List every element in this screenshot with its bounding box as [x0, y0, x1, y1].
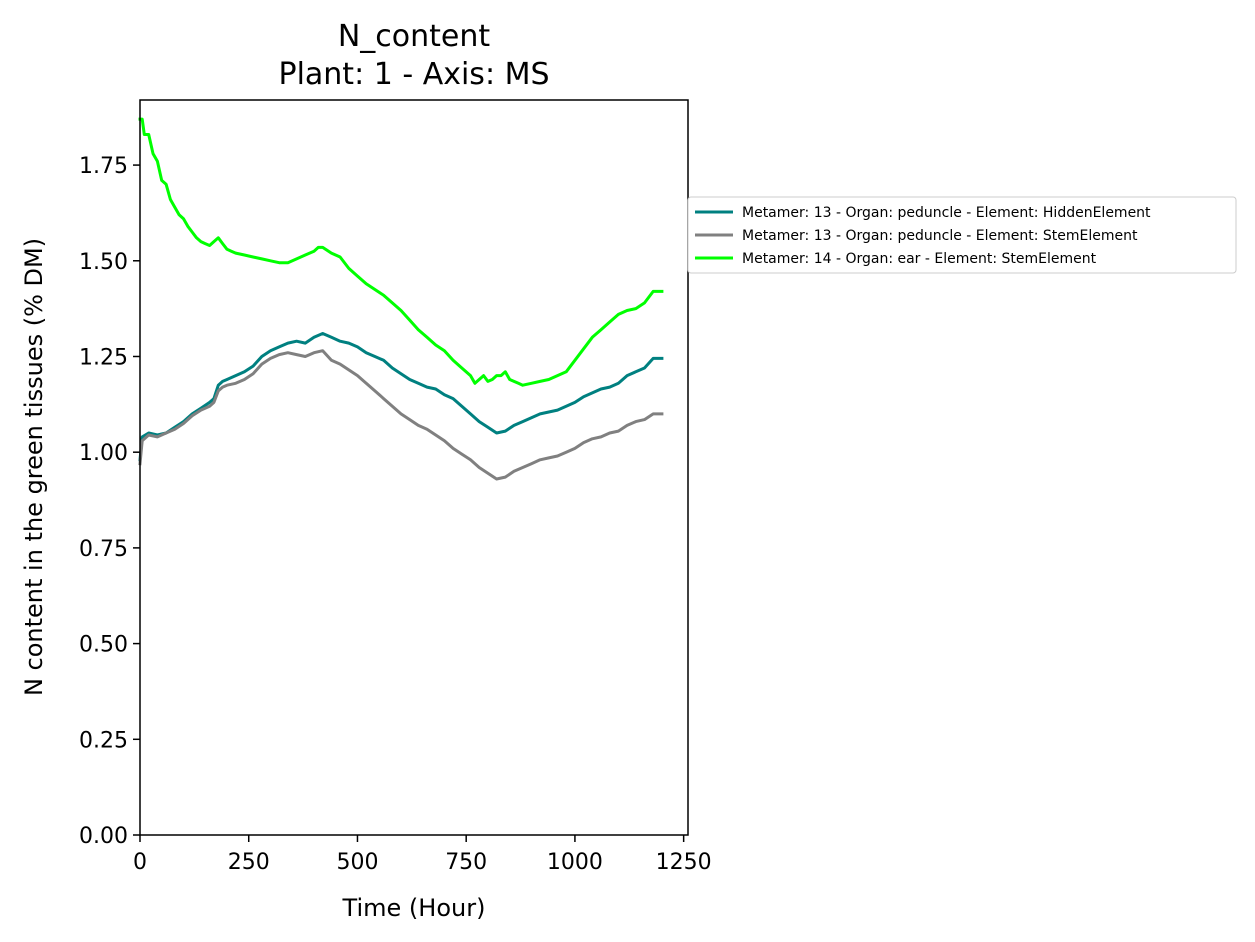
y-tick-label: 1.00: [79, 441, 128, 466]
series-line-3: [138, 117, 664, 387]
y-tick-label: 0.75: [79, 537, 128, 562]
legend-label-1: Metamer: 13 - Organ: peduncle - Element:…: [742, 205, 1151, 221]
chart-title: N_content: [338, 19, 491, 54]
y-axis-label: N content in the green tissues (% DM): [20, 238, 48, 696]
x-tick-label: 1000: [547, 850, 603, 875]
y-tick-label: 0.00: [79, 824, 128, 849]
y-tick-label: 1.25: [79, 345, 128, 370]
y-tick-label: 0.25: [79, 728, 128, 753]
y-tick-label: 0.50: [79, 633, 128, 658]
y-tick-label: 1.50: [79, 250, 128, 275]
x-tick-label: 1250: [656, 850, 712, 875]
legend-label-2: Metamer: 13 - Organ: peduncle - Element:…: [742, 228, 1138, 244]
ticks-layer: 0 250 500 750 1000 1250 0.00 0.25 0.50 0.75 1.00 1.…: [79, 154, 712, 875]
legend: Metamer: 13 - Organ: peduncle - Element:…: [687, 196, 1237, 274]
legend-label-3: Metamer: 14 - Organ: ear - Element: Stem…: [742, 251, 1097, 267]
series-layer: [138, 117, 664, 481]
x-tick-label: 500: [336, 850, 378, 875]
legend-frame: [687, 196, 1237, 274]
series-line-1: [138, 332, 664, 462]
series-line-2: [138, 349, 664, 481]
plot-frame: [139, 99, 689, 836]
x-tick-label: 250: [228, 850, 270, 875]
x-axis-label: Time (Hour): [342, 894, 486, 922]
x-tick-label: 0: [133, 850, 147, 875]
chart-subtitle: Plant: 1 - Axis: MS: [278, 57, 549, 92]
y-tick-label: 1.75: [79, 154, 128, 179]
x-tick-label: 750: [445, 850, 487, 875]
